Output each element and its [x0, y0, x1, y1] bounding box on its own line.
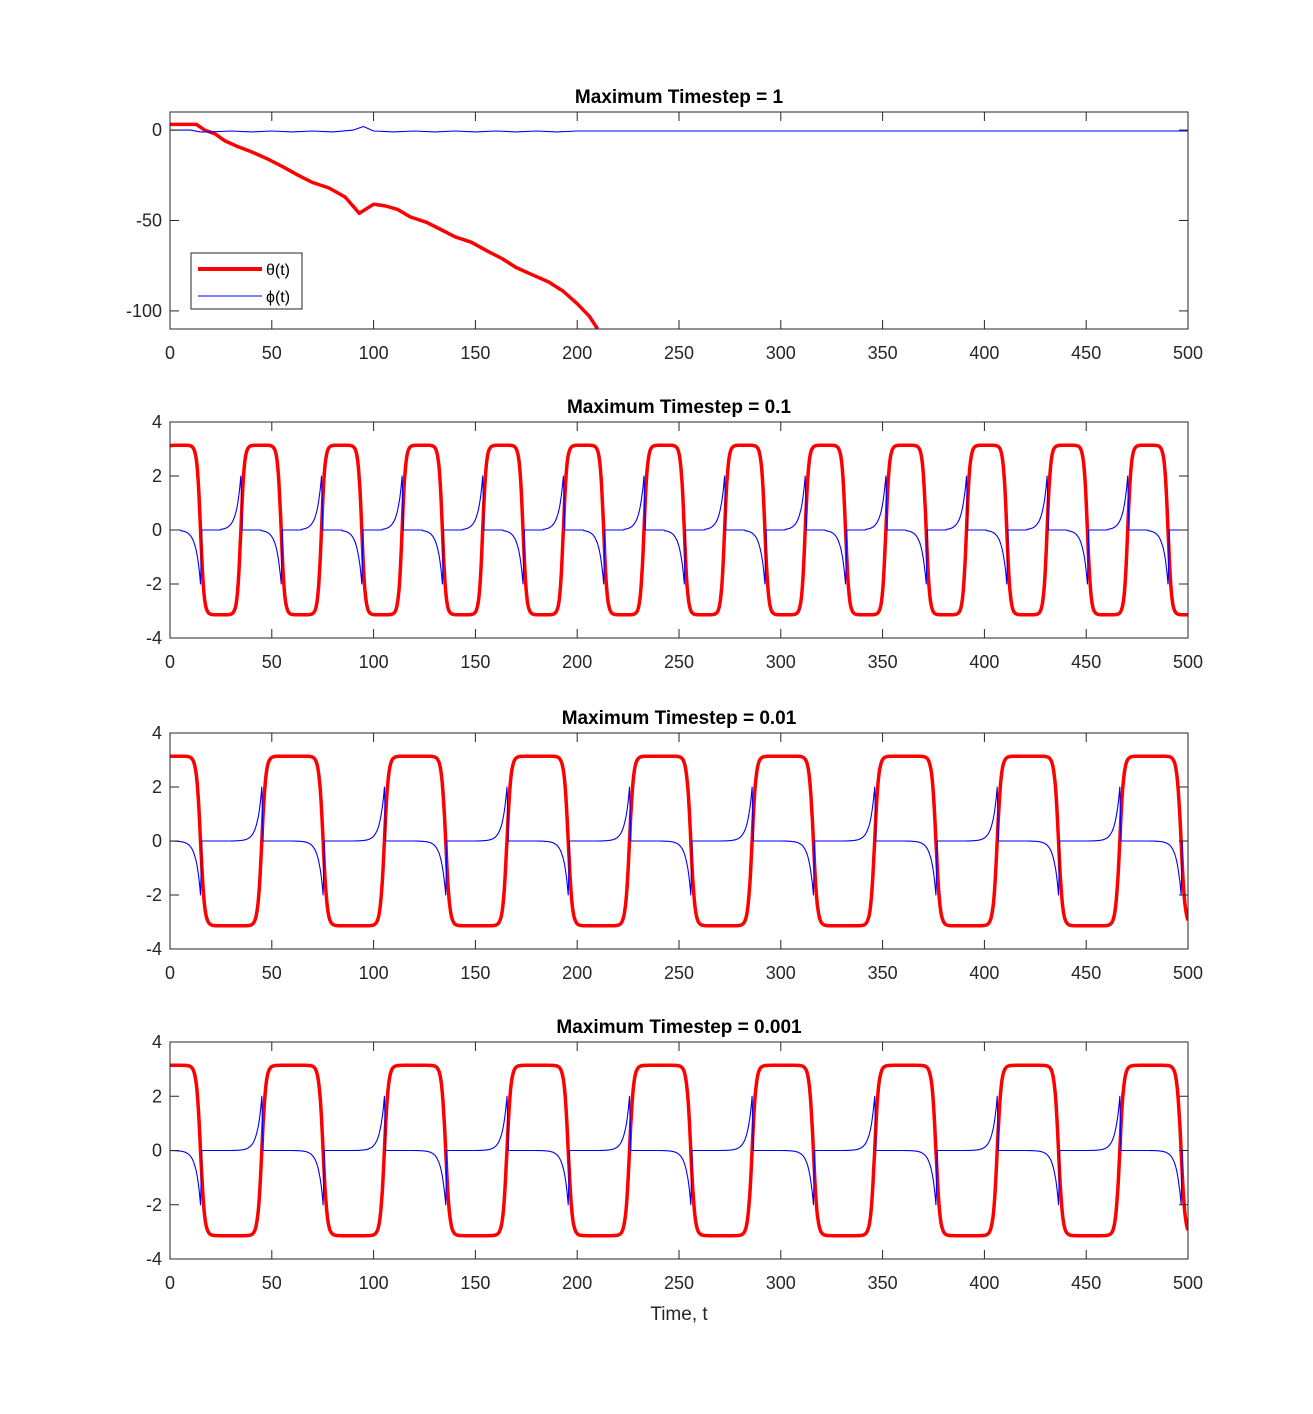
x-tick-label: 200: [562, 343, 592, 363]
legend-label-phi: ϕ(t): [266, 289, 290, 306]
x-tick-label: 0: [165, 1273, 175, 1293]
x-tick-label: 450: [1071, 963, 1101, 983]
chart-panel-4: 0 50 100 150 200 250 300 350 400 450 500 4 2 0 -2 -4 Max…: [146, 1017, 1203, 1325]
y-tick-label: 0: [152, 520, 162, 540]
chart-panel-1: 0 50 100 150 200 250 300 350 400 450 500 0 -50 -100 Ma…: [126, 87, 1203, 363]
legend-box: [190, 252, 303, 310]
y-tick-label: 4: [152, 723, 162, 743]
series-line-theta: [170, 754, 1188, 928]
plot-area: [170, 443, 1188, 617]
y-tick-label: 2: [152, 466, 162, 486]
chart-title: Maximum Timestep = 0.1: [567, 397, 791, 418]
x-tick-label: 400: [969, 1273, 999, 1293]
y-tick-label: -50: [136, 211, 162, 231]
x-tick-label: 250: [664, 963, 694, 983]
x-tick-label: 300: [766, 1273, 796, 1293]
axes-box: [169, 111, 1189, 330]
y-tick-label: -4: [146, 628, 162, 648]
y-tick-label: -2: [146, 885, 162, 905]
x-tick-label: 50: [262, 963, 282, 983]
x-tick-label: 500: [1173, 1273, 1203, 1293]
plot-area: [170, 1063, 1188, 1238]
x-tick-label: 50: [262, 343, 282, 363]
y-tick-label: 4: [152, 1032, 162, 1052]
x-tick-label: 100: [359, 652, 389, 672]
y-tick-label: 0: [152, 120, 162, 140]
x-tick-label: 0: [165, 963, 175, 983]
x-tick-label: 100: [359, 343, 389, 363]
x-tick-label: 350: [868, 963, 898, 983]
y-tick-label: -100: [126, 301, 162, 321]
legend-label-theta: θ(t): [266, 262, 290, 279]
y-tick-label: 0: [152, 1141, 162, 1161]
y-tick-label: 2: [152, 777, 162, 797]
x-tick-label: 100: [359, 963, 389, 983]
legend: θ(t) ϕ(t): [190, 252, 303, 310]
x-tick-label: 300: [766, 963, 796, 983]
x-tick-label: 200: [562, 963, 592, 983]
x-tick-label: 250: [664, 1273, 694, 1293]
x-tick-label: 300: [766, 343, 796, 363]
y-tick-label: 4: [152, 412, 162, 432]
x-tick-label: 500: [1173, 343, 1203, 363]
y-tick-label: 0: [152, 831, 162, 851]
x-tick-label: 400: [969, 343, 999, 363]
x-tick-label: 450: [1071, 343, 1101, 363]
x-tick-label: 500: [1173, 963, 1203, 983]
chart-title: Maximum Timestep = 0.01: [562, 708, 797, 729]
chart-title: Maximum Timestep = 0.001: [556, 1017, 802, 1038]
x-tick-label: 200: [562, 652, 592, 672]
x-tick-label: 0: [165, 343, 175, 363]
chart-panel-3: 0 50 100 150 200 250 300 350 400 450 500 4 2 0 -2 -4 Max…: [146, 708, 1203, 983]
x-tick-label: 50: [262, 652, 282, 672]
series-line-theta: [170, 443, 1188, 617]
x-axis-label: Time, t: [650, 1304, 708, 1325]
x-tick-label: 150: [460, 652, 490, 672]
x-tick-label: 250: [664, 652, 694, 672]
series-line-phi: [170, 475, 1188, 585]
x-tick-label: 500: [1173, 652, 1203, 672]
x-tick-label: 150: [460, 963, 490, 983]
x-tick-label: 350: [868, 1273, 898, 1293]
series-line-theta: [170, 1063, 1188, 1238]
plot-area: [170, 754, 1188, 928]
x-tick-label: 350: [868, 652, 898, 672]
series-line-phi: [170, 786, 1188, 896]
x-tick-label: 400: [969, 963, 999, 983]
series-line-phi: [170, 1095, 1188, 1206]
x-tick-label: 450: [1071, 1273, 1101, 1293]
series-line-theta: [170, 122, 600, 329]
x-tick-label: 250: [664, 343, 694, 363]
x-tick-label: 200: [562, 1273, 592, 1293]
x-tick-label: 300: [766, 652, 796, 672]
x-tick-label: 150: [460, 1273, 490, 1293]
x-tick-label: 350: [868, 343, 898, 363]
plot-area: [170, 122, 1188, 329]
y-tick-label: -4: [146, 939, 162, 959]
y-tick-label: 2: [152, 1086, 162, 1106]
x-tick-label: 450: [1071, 652, 1101, 672]
chart-title: Maximum Timestep = 1: [575, 87, 784, 108]
series-line-phi: [170, 125, 1188, 133]
y-tick-label: -4: [146, 1249, 162, 1269]
x-tick-label: 0: [165, 652, 175, 672]
y-tick-label: -2: [146, 574, 162, 594]
chart-panel-2: 0 50 100 150 200 250 300 350 400 450 500 4 2 0 -2 -4 Max…: [146, 397, 1203, 672]
x-tick-label: 100: [359, 1273, 389, 1293]
x-tick-label: 150: [460, 343, 490, 363]
x-tick-label: 50: [262, 1273, 282, 1293]
x-tick-label: 400: [969, 652, 999, 672]
y-tick-label: -2: [146, 1195, 162, 1215]
